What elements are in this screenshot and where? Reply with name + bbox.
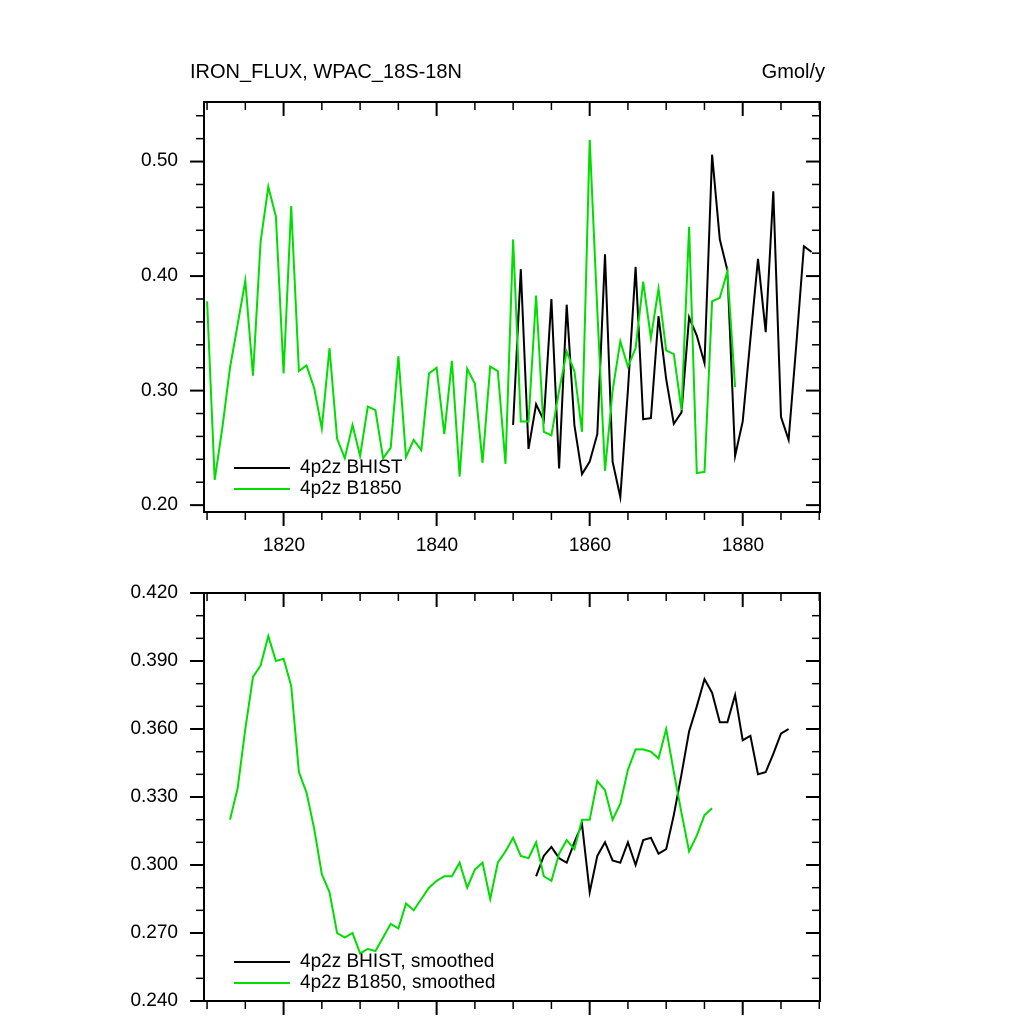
y-tick-label: 0.270 (130, 922, 178, 943)
y-tick-label: 0.360 (130, 718, 178, 739)
legend-label: 4p2z B1850 (300, 477, 402, 499)
y-tick-label: 0.420 (130, 582, 178, 603)
legend-line-swatch (234, 981, 290, 984)
x-tick-label: 1860 (568, 535, 612, 556)
page-title: IRON_FLUX, WPAC_18S-18N (190, 61, 462, 83)
y-tick-label: 0.30 (141, 380, 178, 401)
y-tick-label: 0.20 (141, 494, 178, 515)
y-tick-label: 0.330 (130, 786, 178, 807)
x-tick-label: 1840 (415, 535, 459, 556)
y-tick-label: 0.240 (130, 990, 178, 1011)
x-tick-label: 1820 (262, 535, 306, 556)
legend-item: 4p2z B1850 (234, 478, 401, 499)
legend-label: 4p2z B1850, smoothed (300, 971, 496, 993)
legend-item: 4p2z B1850, smoothed (234, 972, 495, 993)
legend-label: 4p2z BHIST (300, 456, 403, 478)
legend-line-swatch (234, 487, 290, 490)
units-label: Gmol/y (761, 61, 825, 83)
y-tick-label: 0.40 (141, 265, 178, 286)
legend-item: 4p2z BHIST (234, 457, 402, 478)
legend-label: 4p2z BHIST, smoothed (300, 950, 495, 972)
legend-line-swatch (234, 466, 290, 469)
x-tick-label: 1880 (721, 535, 765, 556)
legend-item: 4p2z BHIST, smoothed (234, 951, 494, 972)
y-tick-label: 0.390 (130, 650, 178, 671)
y-tick-label: 0.300 (130, 854, 178, 875)
y-tick-label: 0.50 (141, 150, 178, 171)
legend-line-swatch (234, 960, 290, 963)
